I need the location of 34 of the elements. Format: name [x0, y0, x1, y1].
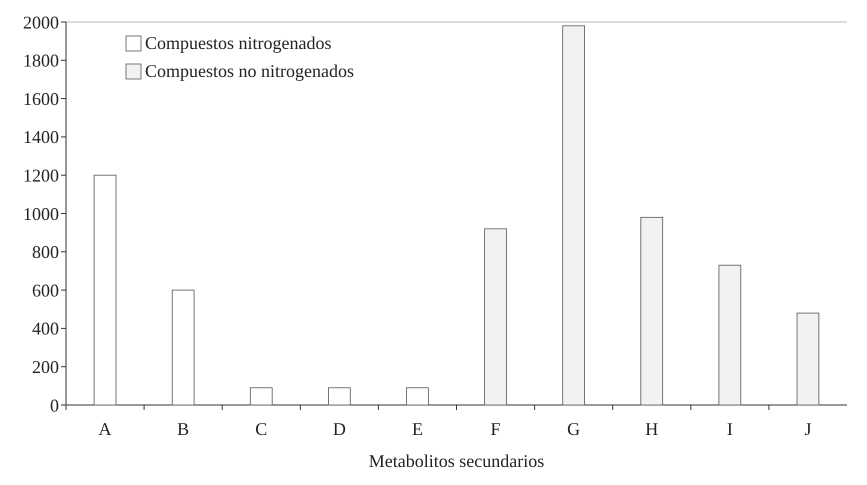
y-tick-label: 1400: [23, 127, 59, 148]
bar: [328, 387, 351, 406]
bar: [250, 387, 273, 406]
bar: [718, 264, 742, 406]
x-tick-label: F: [490, 419, 501, 439]
y-tick-label: 600: [32, 280, 59, 300]
x-tick-label: I: [726, 419, 733, 439]
x-tick-label: G: [567, 419, 580, 439]
legend-label: Compuestos nitrogenados: [145, 33, 332, 53]
y-tick-label: 1200: [23, 166, 59, 186]
y-tick-label: 1600: [23, 88, 59, 109]
bar: [640, 216, 664, 406]
x-axis-title: Metabolitos secundarios: [368, 451, 544, 471]
y-tick-label: 800: [32, 242, 59, 262]
x-tick-label: B: [177, 419, 190, 439]
bar: [796, 312, 820, 406]
x-tick-label: A: [98, 419, 112, 439]
x-tick-label: D: [332, 419, 346, 439]
y-tick-label: 1000: [23, 204, 59, 224]
bar: [562, 25, 585, 406]
y-tick-label: 400: [32, 318, 59, 339]
x-tick-label: C: [255, 419, 268, 439]
x-tick-label: H: [645, 419, 658, 439]
y-tick-label: 1800: [23, 50, 59, 71]
bar: [406, 387, 429, 406]
y-tick-label: 0: [50, 395, 59, 416]
y-tick-label: 200: [32, 357, 59, 377]
bar: [94, 174, 116, 406]
x-tick-label: J: [804, 419, 812, 439]
bar: [484, 228, 507, 406]
legend-label: Compuestos no nitrogenados: [145, 61, 354, 81]
x-tick-label: E: [412, 419, 423, 439]
bar: [172, 290, 194, 406]
y-tick-label: 2000: [23, 12, 59, 32]
